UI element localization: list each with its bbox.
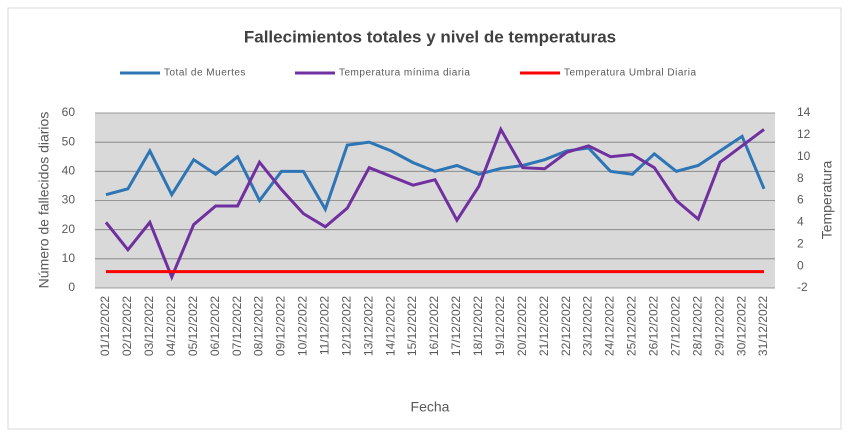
x-tick-label: 11/12/2022 (317, 296, 331, 355)
x-tick-label: 13/12/2022 (361, 296, 375, 356)
x-tick-label: 15/12/2022 (405, 296, 419, 356)
x-tick-label: 17/12/2022 (449, 296, 463, 356)
y2-tick-label: 6 (797, 193, 804, 207)
x-tick-label: 04/12/2022 (164, 296, 178, 356)
x-tick-label: 23/12/2022 (581, 296, 595, 356)
series-line (105, 134, 766, 213)
x-tick-label: 28/12/2022 (690, 296, 704, 356)
x-tick-label: 20/12/2022 (515, 296, 529, 356)
x-tick-label: 12/12/2022 (339, 296, 353, 356)
chart-title: Fallecimientos totales y nivel de temper… (244, 27, 616, 46)
y-tick-label: 30 (62, 193, 76, 207)
x-tick-label: 03/12/2022 (142, 296, 156, 356)
y-axis-label: Número de fallecidos diarios (36, 112, 52, 289)
y2-tick-label: 8 (797, 171, 804, 185)
x-tick-label: 08/12/2022 (252, 296, 266, 356)
y2-tick-label: -2 (797, 280, 808, 294)
y-tick-label: 20 (62, 222, 76, 236)
y-tick-label: 60 (62, 105, 76, 119)
y2-tick-label: 14 (797, 105, 811, 119)
x-tick-label: 07/12/2022 (230, 296, 244, 356)
x-axis-label: Fecha (411, 399, 450, 415)
y2-axis-label: Temperatura (819, 160, 835, 239)
x-tick-label: 09/12/2022 (274, 296, 288, 356)
x-tick-label: 30/12/2022 (734, 296, 748, 356)
y-tick-label: 0 (68, 280, 75, 294)
series-line (104, 125, 765, 282)
x-tick-label: 05/12/2022 (186, 296, 200, 356)
x-tick-label: 27/12/2022 (668, 296, 682, 356)
legend-label: Temperatura Umbral Diaria (564, 68, 697, 79)
x-tick-label: 02/12/2022 (120, 296, 134, 356)
x-tick-label: 06/12/2022 (208, 296, 222, 356)
x-tick-label: 21/12/2022 (537, 296, 551, 356)
x-tick-label: 26/12/2022 (647, 296, 661, 356)
x-tick-label: 10/12/2022 (296, 296, 310, 356)
legend-label: Temperatura mínima diaria (339, 68, 470, 79)
x-tick-label: 25/12/2022 (625, 296, 639, 356)
x-tick-label: 14/12/2022 (383, 296, 397, 356)
y2-tick-label: 4 (797, 215, 804, 229)
legend-label: Total de Muertes (164, 68, 246, 79)
x-tick-label: 29/12/2022 (712, 296, 726, 356)
y2-tick-label: 2 (797, 236, 804, 250)
y-tick-label: 50 (62, 134, 76, 148)
x-tick-label: 31/12/2022 (756, 296, 770, 356)
y-tick-label: 10 (62, 251, 76, 265)
y2-tick-label: 0 (797, 258, 804, 272)
y2-tick-label: 12 (797, 127, 811, 141)
y-tick-label: 40 (62, 164, 76, 178)
x-tick-label: 01/12/2022 (98, 296, 112, 356)
x-tick-label: 24/12/2022 (603, 296, 617, 356)
x-tick-label: 16/12/2022 (427, 296, 441, 356)
x-tick-label: 19/12/2022 (493, 296, 507, 356)
x-tick-label: 22/12/2022 (559, 296, 573, 356)
y2-tick-label: 10 (797, 149, 811, 163)
x-tick-label: 18/12/2022 (471, 296, 485, 356)
